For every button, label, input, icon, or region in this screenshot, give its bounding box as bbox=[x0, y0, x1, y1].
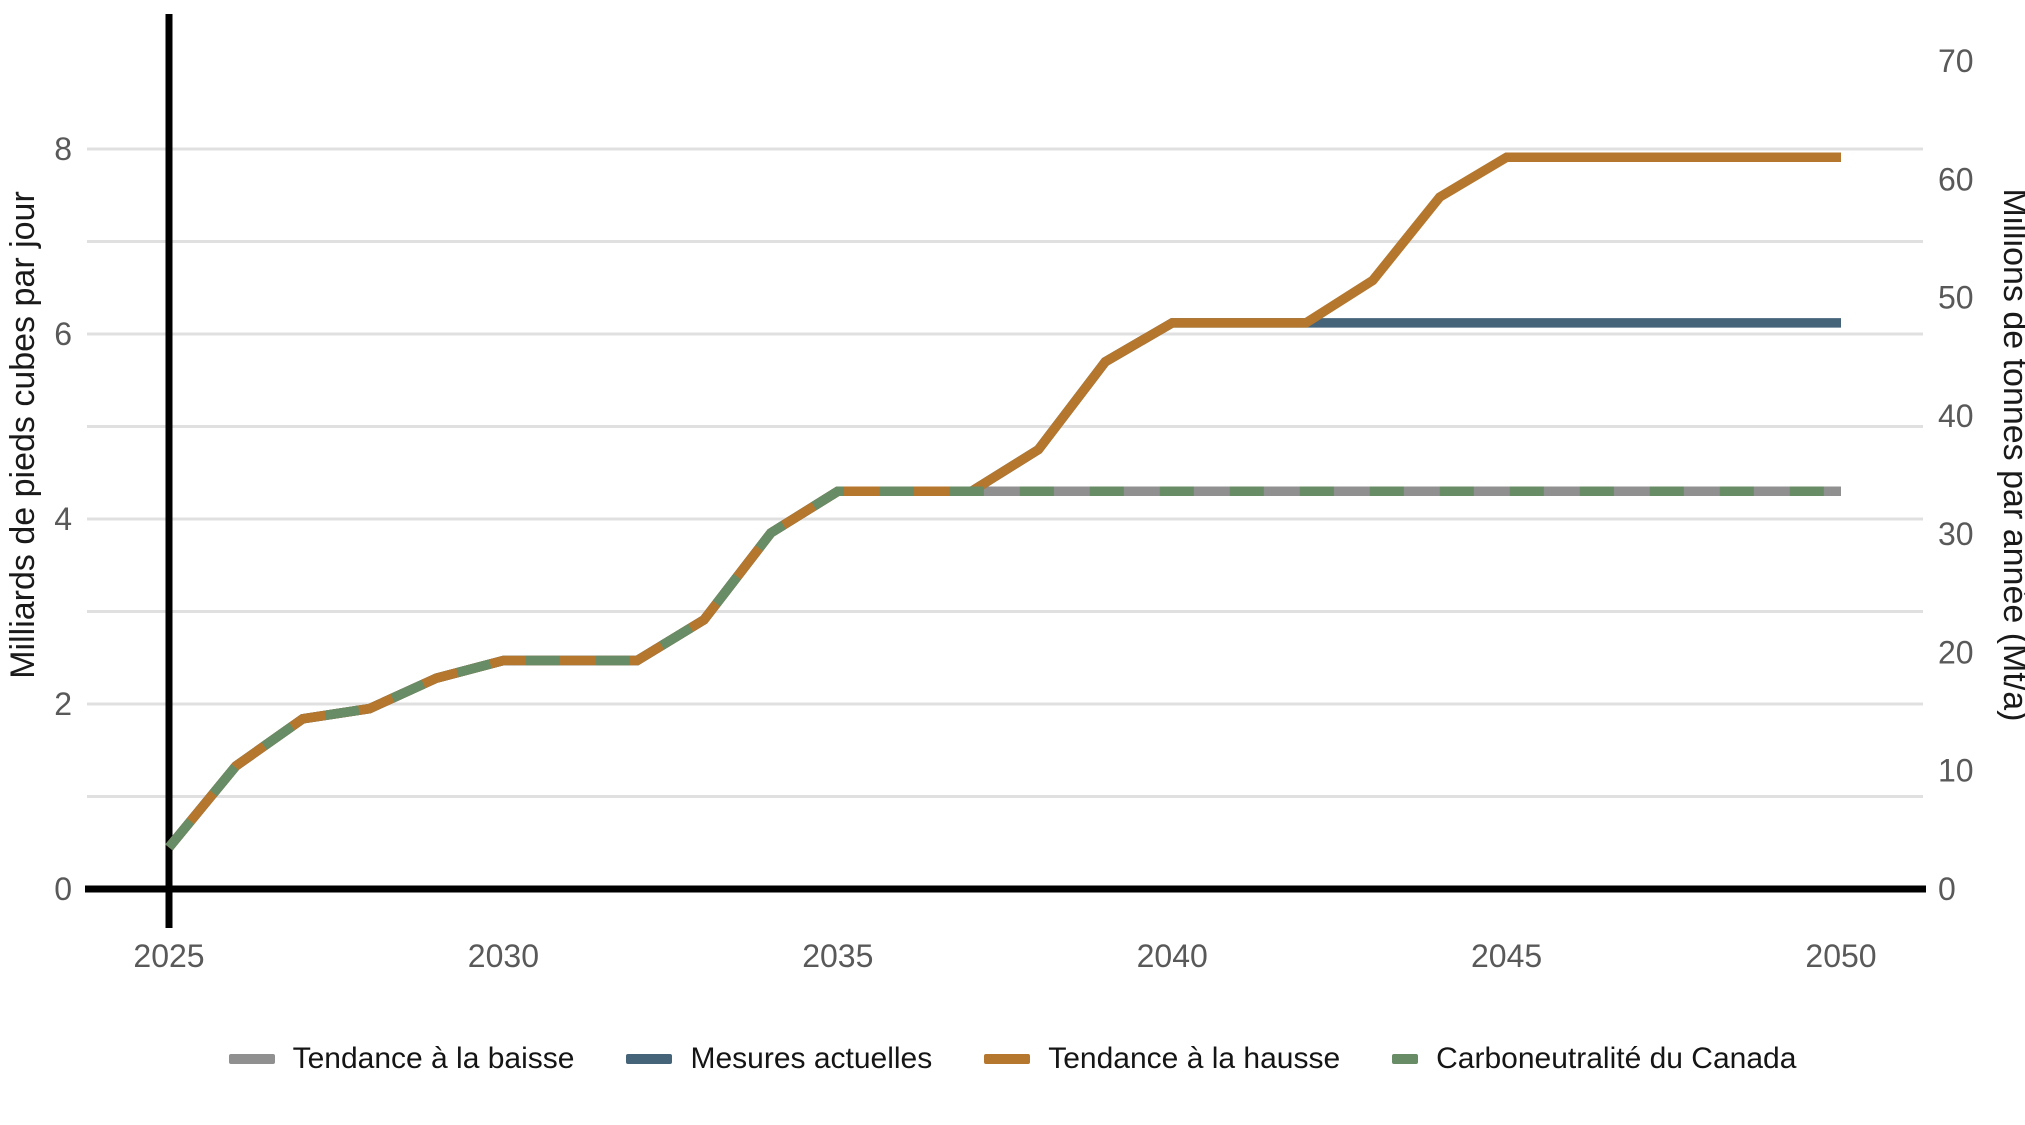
line-swatch-icon bbox=[228, 1054, 275, 1064]
x-tick-label: 2035 bbox=[802, 938, 873, 974]
legend-label: Mesures actuelles bbox=[690, 1042, 933, 1075]
legend-label: Tendance à la hausse bbox=[1048, 1042, 1341, 1075]
series-line-1 bbox=[165, 318, 1841, 851]
series-line-2 bbox=[165, 152, 1841, 851]
y-left-tick-label: 2 bbox=[54, 686, 72, 722]
y-left-tick-label: 6 bbox=[54, 316, 72, 352]
legend-label: Tendance à la baisse bbox=[292, 1042, 575, 1075]
y-left-axis-title: Milliards de pieds cubes par jour bbox=[4, 191, 42, 679]
y-right-axis-title: Millions de tonnes par année (Mt/a) bbox=[1996, 189, 2025, 722]
line-swatch-icon bbox=[984, 1054, 1031, 1064]
dash-swatch-icon bbox=[1392, 1054, 1419, 1064]
y-right-tick-label: 30 bbox=[1938, 516, 1974, 552]
x-tick-label: 2030 bbox=[468, 938, 539, 974]
series-line-0 bbox=[165, 486, 1841, 851]
y-right-tick-label: 40 bbox=[1938, 398, 1974, 434]
y-right-tick-label: 0 bbox=[1938, 871, 1956, 907]
legend-item-tendance-baisse: Tendance à la baisse bbox=[228, 1042, 575, 1076]
y-left-tick-label: 4 bbox=[54, 501, 72, 537]
legend-item-mesures-actuelles: Mesures actuelles bbox=[626, 1042, 932, 1076]
x-tick-label: 2050 bbox=[1805, 938, 1876, 974]
legend-item-tendance-hausse: Tendance à la hausse bbox=[984, 1042, 1340, 1076]
x-tick-label: 2045 bbox=[1471, 938, 1542, 974]
line-swatch-icon bbox=[626, 1054, 673, 1064]
y-right-tick-label: 20 bbox=[1938, 634, 1974, 670]
chart-legend: Tendance à la baisse Mesures actuelles T… bbox=[0, 1042, 2025, 1076]
y-left-tick-label: 0 bbox=[54, 871, 72, 907]
legend-item-carboneutralite: Carboneutralité du Canada bbox=[1392, 1042, 1796, 1076]
y-right-tick-label: 50 bbox=[1938, 280, 1974, 316]
y-right-tick-label: 70 bbox=[1938, 43, 1974, 79]
x-tick-label: 2025 bbox=[133, 938, 204, 974]
y-right-tick-label: 10 bbox=[1938, 753, 1974, 789]
y-left-tick-label: 8 bbox=[54, 131, 72, 167]
y-right-tick-label: 60 bbox=[1938, 161, 1974, 197]
x-tick-label: 2040 bbox=[1137, 938, 1208, 974]
legend-label: Carboneutralité du Canada bbox=[1436, 1042, 1797, 1075]
series-line-3 bbox=[165, 486, 1841, 851]
